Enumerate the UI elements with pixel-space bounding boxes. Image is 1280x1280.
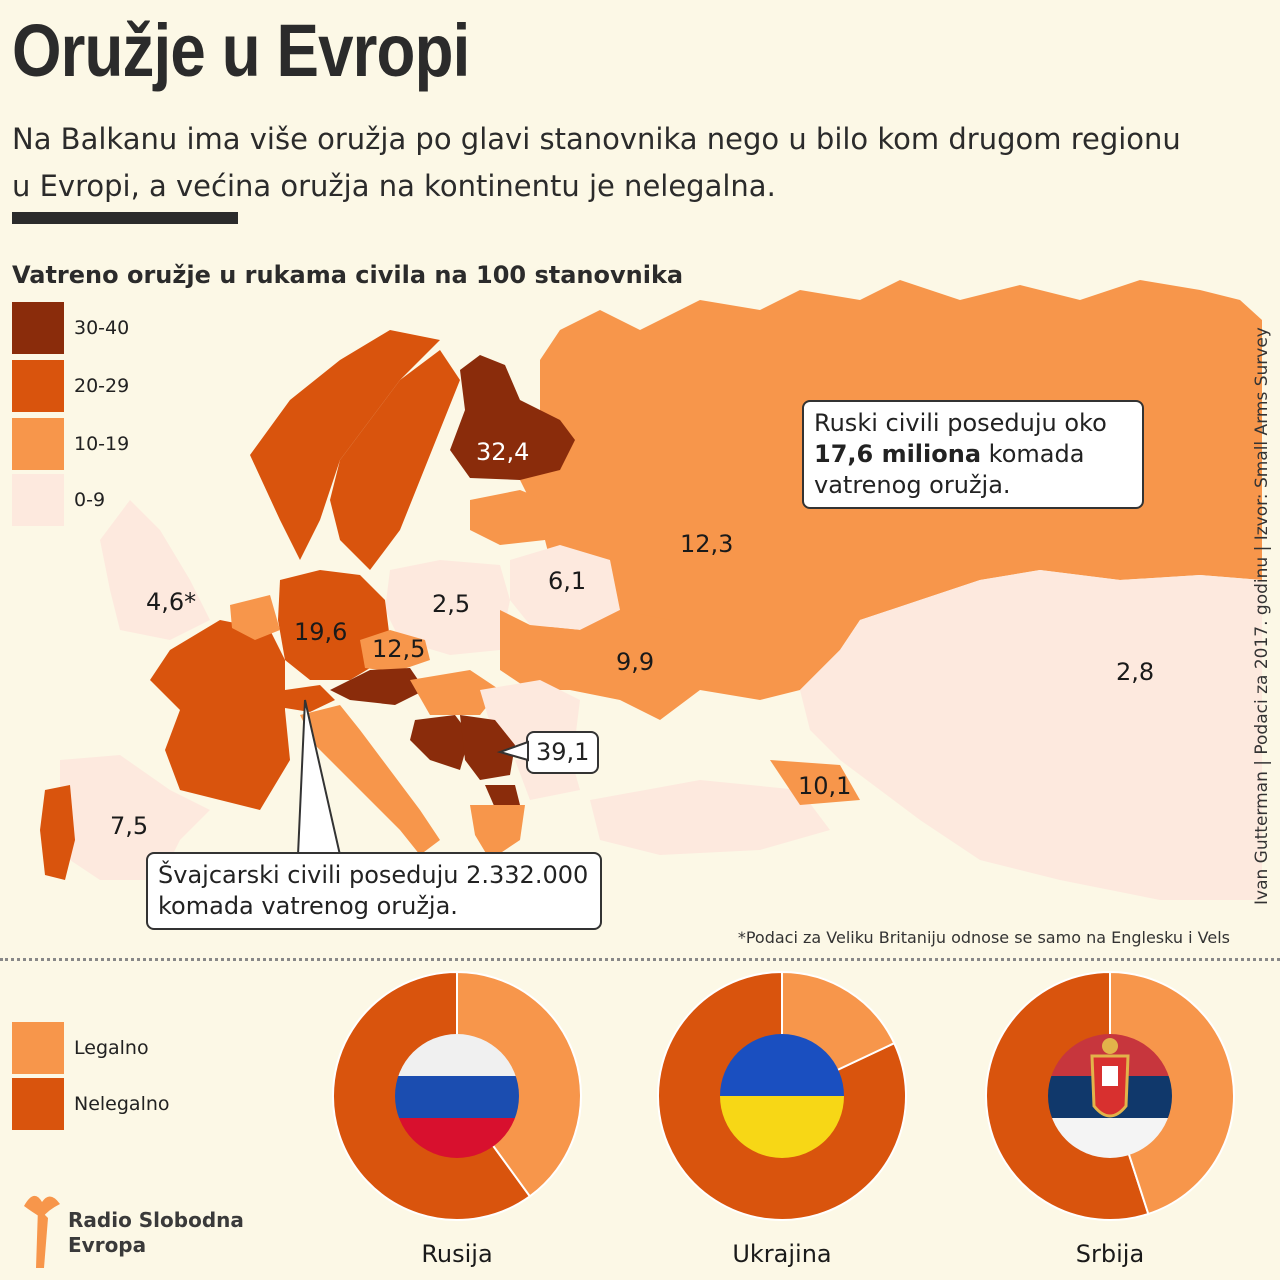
legend-item-0-9: 0-9 (12, 474, 105, 526)
pointer-serbia (496, 740, 529, 762)
region-benelux (230, 595, 280, 640)
donut-label-srbija: Srbija (1075, 1240, 1145, 1268)
donut-label-rusija: Rusija (421, 1240, 493, 1268)
callout-pointers (296, 699, 529, 856)
legend-label: 0-9 (74, 489, 106, 511)
value-uk: 4,6* (146, 588, 197, 616)
region-germany (278, 570, 390, 680)
logo-line2: Evropa (68, 1233, 147, 1257)
flag-ukraine-icon (720, 1034, 844, 1158)
value-russia: 12,3 (680, 530, 734, 558)
region-italy (300, 705, 440, 855)
value-belarus: 6,1 (548, 567, 587, 595)
region-belarus (510, 545, 620, 630)
callout-russia-text: Ruski civili poseduju oko (814, 409, 1107, 437)
region-poland (385, 560, 510, 655)
value-serbia: 39,1 (536, 738, 590, 766)
footnote: *Podaci za Veliku Britaniju odnose se sa… (737, 928, 1230, 947)
region-turkey (590, 780, 830, 855)
region-greece (470, 805, 525, 860)
legend-swatch (12, 1022, 64, 1074)
donut-legend-illegal: Nelegalno (12, 1078, 170, 1130)
legend-label: 30-40 (74, 317, 130, 339)
callout-russia-bold: 17,6 miliona (814, 440, 982, 468)
value-ukraine: 9,9 (616, 648, 655, 676)
value-kazakhstan: 2,8 (1116, 658, 1155, 686)
donut-charts (332, 970, 1235, 1221)
value-germany: 19,6 (294, 618, 348, 646)
legend-item-20-29: 20-29 (12, 360, 129, 412)
region-ukraine (500, 610, 700, 700)
legend-swatch (12, 302, 64, 354)
value-finland: 32,4 (476, 438, 530, 466)
title-underline (12, 212, 238, 224)
callout-russia: Ruski civili poseduju oko 17,6 miliona k… (802, 400, 1144, 509)
rse-logo-text: Radio Slobodna Evropa (68, 1208, 244, 1258)
region-france (150, 620, 290, 810)
logo-line1: Radio Slobodna (68, 1208, 244, 1232)
donut-slice-legal (1109, 970, 1235, 1216)
region-hungary (410, 670, 500, 715)
legend-item-10-19: 10-19 (12, 418, 129, 470)
region-czechia (360, 630, 430, 672)
region-kazakhstan (800, 570, 1262, 900)
region-portugal (40, 785, 75, 880)
section-divider (0, 958, 1280, 961)
region-croatia-bih (410, 715, 470, 770)
region-norway (250, 330, 440, 560)
callout-switzerland: Švajcarski civili poseduju 2.332.000 kom… (146, 852, 602, 930)
callout-russia-text-end: komada vatrenog oružja. (814, 440, 1085, 499)
region-sweden (330, 350, 460, 570)
legend-swatch (12, 1078, 64, 1130)
map-title: Vatreno oružje u rukama civila na 100 st… (12, 261, 684, 289)
legend-item-30-40: 30-40 (12, 302, 129, 354)
pointer-switzerland (296, 699, 342, 856)
legend-swatch (12, 360, 64, 412)
value-spain: 7,5 (110, 812, 149, 840)
donut-legend-legal: Legalno (12, 1022, 149, 1074)
region-uk (100, 500, 210, 640)
source-credit: Ivan Gutterman | Podaci za 2017. godinu … (1252, 327, 1272, 905)
callout-serbia: 39,1 (526, 731, 600, 774)
legend-swatch (12, 418, 64, 470)
flag-serbia-icon (1048, 1034, 1172, 1158)
donut-label-ukrajina: Ukrajina (732, 1240, 832, 1268)
europe-map (40, 280, 1262, 900)
legend-label: Nelegalno (74, 1093, 170, 1115)
value-czechia: 12,5 (372, 635, 426, 663)
region-spain (60, 755, 210, 880)
region-serbia (460, 715, 515, 780)
region-georgia (770, 760, 860, 805)
value-georgia: 10,1 (798, 772, 852, 800)
value-poland: 2,5 (432, 590, 471, 618)
region-baltics (470, 490, 545, 545)
rse-torch-logo-icon (24, 1195, 60, 1268)
page-title: Oružje u Evropi (12, 9, 470, 92)
region-finland (450, 355, 575, 480)
legend-label: 10-19 (74, 433, 130, 455)
legend-swatch (12, 474, 64, 526)
region-macedonia (485, 785, 520, 808)
donut-slice-legal (456, 970, 582, 1198)
legend-label: 20-29 (74, 375, 130, 397)
page-subtitle: Na Balkanu ima više oružja po glavi stan… (12, 122, 1181, 203)
region-switzerland (285, 685, 335, 712)
region-austria (330, 668, 425, 705)
legend-label: Legalno (74, 1037, 149, 1059)
